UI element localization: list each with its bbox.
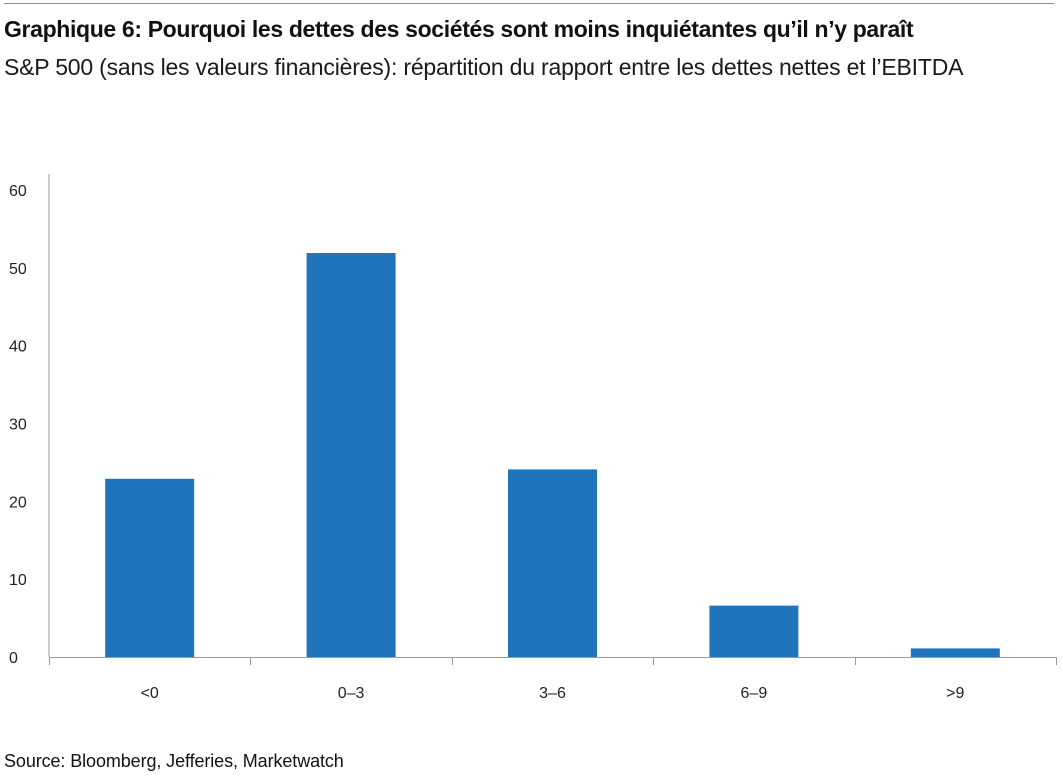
y-tick-label-60: 60 — [9, 183, 27, 200]
source-note: Source: Bloomberg, Jefferies, Marketwatc… — [4, 751, 344, 771]
x-tick-label-1: 0–3 — [338, 685, 365, 702]
y-axis-ticks: 0 10 20 30 40 50 60 — [9, 183, 27, 667]
axes — [48, 174, 1057, 665]
top-rule — [4, 3, 1054, 4]
x-tick-label-4: >9 — [946, 685, 964, 702]
x-tick-label-0: <0 — [141, 685, 159, 702]
x-axis-ticks: <0 0–3 3–6 6–9 >9 — [141, 685, 965, 702]
y-tick-label-30: 30 — [9, 417, 27, 434]
y-tick-label-0: 0 — [9, 650, 18, 667]
bar-4 — [910, 648, 1000, 657]
y-tick-label-10: 10 — [9, 572, 27, 589]
bars — [105, 253, 1000, 657]
y-tick-label-40: 40 — [9, 339, 27, 356]
chart-title: Graphique 6: Pourquoi les dettes des soc… — [4, 16, 914, 42]
bar-3 — [709, 605, 799, 657]
bar-0 — [105, 478, 195, 657]
bar-1 — [306, 253, 396, 657]
y-tick-label-50: 50 — [9, 261, 27, 278]
x-tick-label-3: 6–9 — [741, 685, 768, 702]
chart-subtitle: S&P 500 (sans les valeurs financières): … — [4, 54, 964, 80]
bar-2 — [508, 469, 597, 657]
x-tick-label-2: 3–6 — [539, 685, 566, 702]
y-tick-label-20: 20 — [9, 494, 27, 511]
